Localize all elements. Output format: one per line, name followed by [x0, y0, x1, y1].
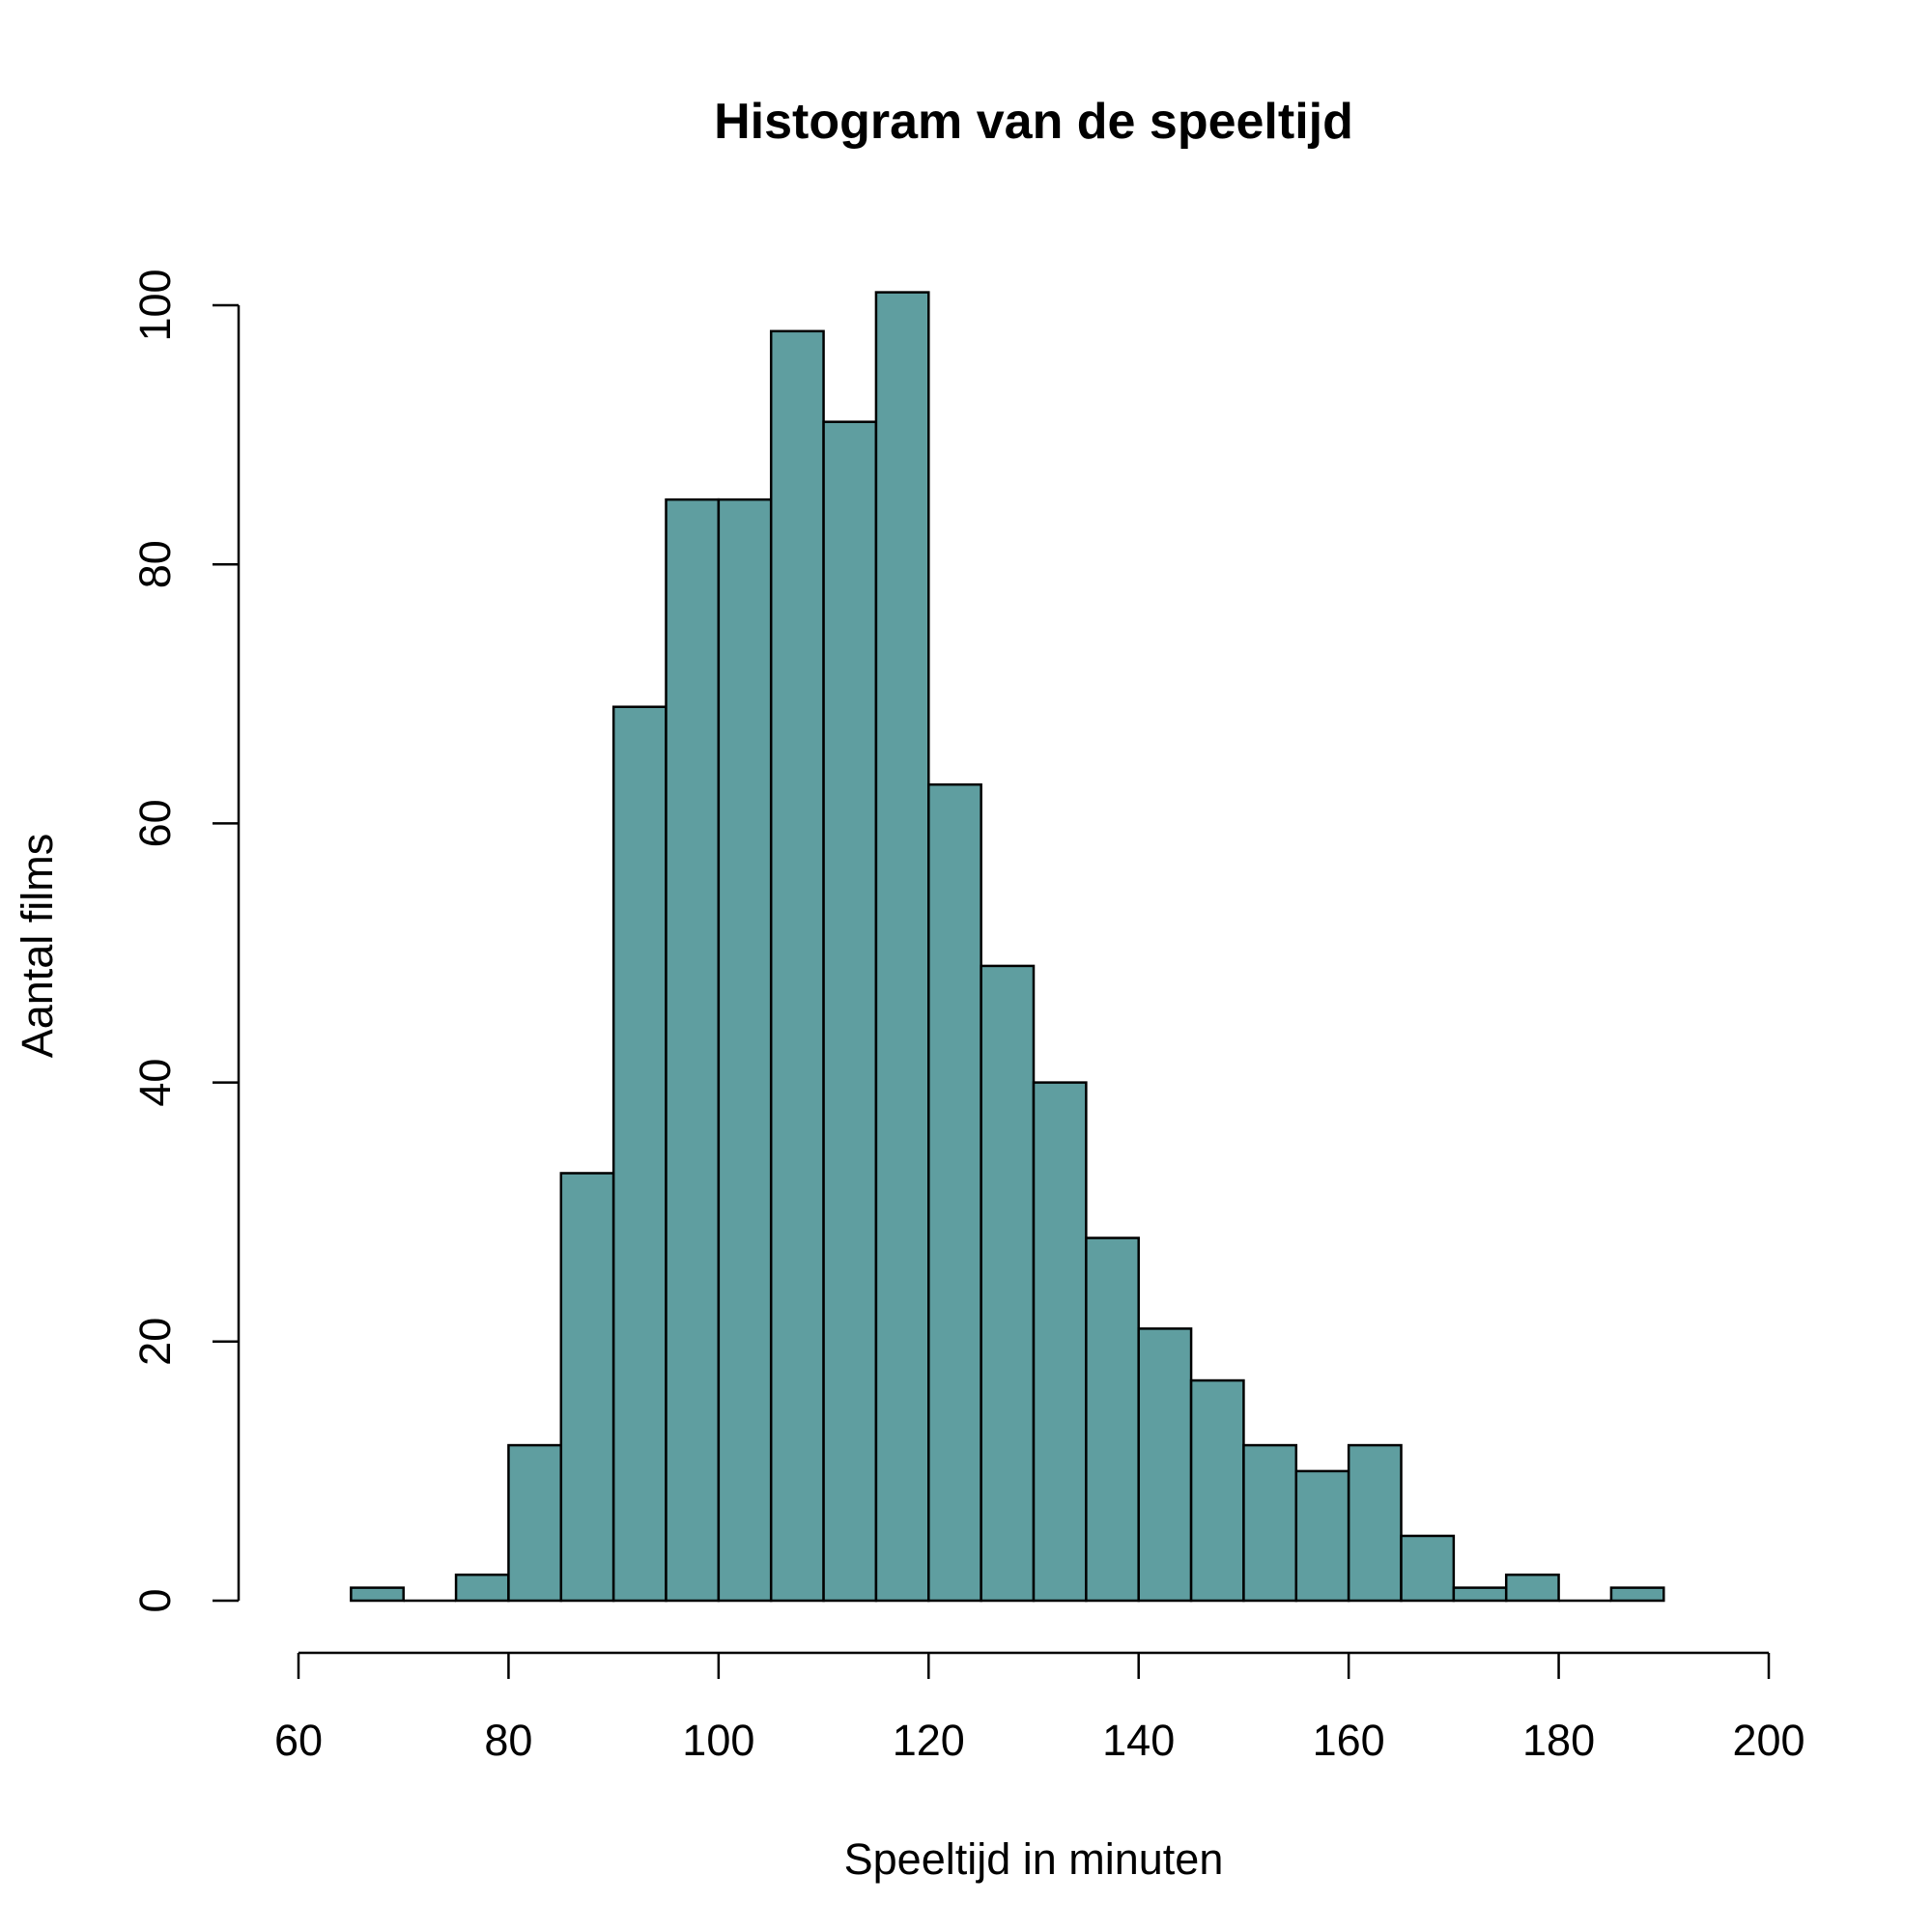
histogram-bar	[559, 1172, 615, 1603]
chart-title: Histogram van de speeltijd	[714, 94, 1353, 150]
y-tick-label: 80	[130, 540, 180, 588]
x-axis-label: Speeltijd in minuten	[844, 1834, 1224, 1884]
histogram-bar	[1347, 1443, 1403, 1603]
x-tick-label: 60	[274, 1716, 323, 1765]
histogram-bar	[507, 1443, 563, 1603]
x-tick-label: 160	[1313, 1716, 1385, 1765]
y-axis-label: Aantal films	[13, 834, 62, 1059]
y-tick-label: 0	[130, 1588, 180, 1612]
histogram-bar	[927, 782, 982, 1603]
y-tick-label: 20	[130, 1318, 180, 1366]
histogram-bar	[1085, 1236, 1140, 1603]
histogram-bar	[980, 964, 1036, 1603]
x-tick-label: 100	[682, 1716, 754, 1765]
histogram-bar	[665, 497, 721, 1603]
x-tick-label: 200	[1732, 1716, 1804, 1765]
bars	[350, 291, 1665, 1603]
x-tick-label: 140	[1102, 1716, 1175, 1765]
histogram-bar	[1504, 1573, 1560, 1603]
histogram-bar	[1294, 1469, 1350, 1603]
histogram-bar	[350, 1586, 405, 1603]
y-tick-label: 40	[130, 1059, 180, 1107]
histogram-bar	[1452, 1586, 1508, 1603]
x-tick-label: 180	[1522, 1716, 1595, 1765]
histogram-bar	[874, 291, 930, 1603]
histogram-bar	[1400, 1534, 1456, 1603]
y-axis: 0 20 40 60 80 100	[130, 269, 241, 1613]
histogram-bar	[454, 1573, 510, 1603]
x-axis: 60 80 100 120 140 160 180 200	[274, 1651, 1805, 1765]
histogram-bar	[717, 497, 773, 1603]
histogram-bar	[1137, 1327, 1193, 1603]
histogram-bar	[1242, 1443, 1298, 1603]
histogram-bar	[822, 420, 878, 1603]
y-tick-label: 100	[130, 269, 180, 341]
histogram-bar	[1032, 1081, 1088, 1603]
histogram-bar	[1189, 1378, 1245, 1603]
histogram-bar	[769, 329, 825, 1603]
histogram-bar	[611, 705, 668, 1603]
x-tick-label: 80	[484, 1716, 532, 1765]
histogram-bar	[1609, 1586, 1665, 1603]
x-tick-label: 120	[893, 1716, 965, 1765]
y-tick-label: 60	[130, 799, 180, 847]
